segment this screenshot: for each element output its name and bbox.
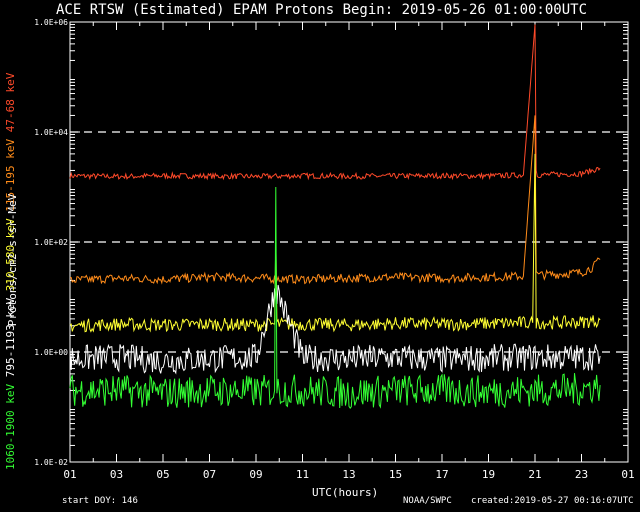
x-tick-label: 09	[249, 468, 262, 481]
legend-entry-5: 1060-1900 keV	[4, 377, 17, 470]
x-tick-label: 13	[342, 468, 355, 481]
y-tick-label: 1.0E-02	[34, 458, 68, 467]
x-tick-label: 23	[575, 468, 588, 481]
y-tick-label: 1.0E+00	[34, 348, 68, 357]
series-line-5	[69, 186, 601, 409]
x-tick-label: 01	[621, 468, 634, 481]
x-tick-label: 11	[296, 468, 309, 481]
gridlines	[70, 131, 628, 353]
x-tick-label: 05	[156, 468, 169, 481]
agency-label: NOAA/SWPC	[403, 496, 452, 506]
chart-title: ACE RTSW (Estimated) EPAM Protons Begin:…	[56, 2, 588, 18]
series-line-4	[69, 284, 601, 375]
start-doy-label: start DOY: 146	[62, 496, 138, 506]
x-tick-label: 19	[482, 468, 495, 481]
created-label: created:2019-05-27 00:16:07UTC	[471, 496, 634, 506]
y-legend-text: 1060-1900 keV 795-1193 keV 310-580 keV 1…	[4, 72, 17, 470]
series-group	[69, 24, 601, 409]
series-line-3	[69, 153, 601, 333]
x-tick-label: 15	[389, 468, 402, 481]
x-tick-label: 01	[63, 468, 76, 481]
y-tick-label: 1.0E+02	[34, 238, 68, 247]
y-legend: 1060-1900 keV 795-1193 keV 310-580 keV 1…	[4, 72, 19, 470]
y-axis-label: Protons/cm2-s-sr-MeV	[6, 193, 19, 326]
x-axis-label: UTC(hours)	[312, 486, 379, 499]
x-tick-label: 17	[435, 468, 448, 481]
x-tick-label: 21	[528, 468, 541, 481]
legend-entry-1: 47-68 keV	[4, 72, 17, 132]
legend-entry-4: 795-1193 keV	[4, 291, 17, 377]
y-tick-label: 1.0E+04	[34, 128, 68, 137]
axis-ticks: 01 03 05 07 09 11 13 15 17 19 21 23 011.0E-021.0E+00…	[34, 18, 634, 481]
legend-entry-2: 115-195 keV	[4, 132, 17, 211]
y-tick-label: 1.0E+06	[34, 18, 68, 27]
y-legend-rotated: 1060-1900 keV 795-1193 keV 310-580 keV 1…	[4, 72, 19, 470]
axes-frame	[69, 21, 629, 463]
series-line-2	[69, 115, 601, 285]
series-line-1	[69, 24, 601, 181]
legend-entry-3: 310-580 keV	[4, 212, 17, 291]
x-tick-label: 07	[203, 468, 216, 481]
plot-frame	[69, 21, 629, 463]
x-tick-label: 03	[110, 468, 123, 481]
